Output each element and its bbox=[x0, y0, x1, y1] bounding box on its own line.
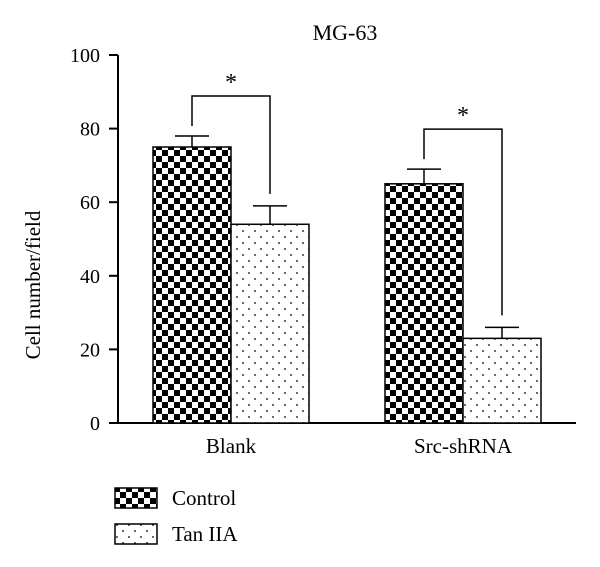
y-tick-label: 100 bbox=[70, 45, 100, 67]
significance-bracket bbox=[191, 95, 271, 194]
error-bars bbox=[175, 135, 519, 339]
significance-star: * bbox=[457, 103, 469, 129]
y-tick-label: 40 bbox=[80, 266, 100, 288]
significance-bracket bbox=[423, 128, 503, 316]
y-tick-label: 20 bbox=[80, 339, 100, 361]
bar-control-blank bbox=[152, 146, 232, 424]
category-labels: Blank Src-shRNA bbox=[206, 434, 513, 458]
legend-label-tan-iia: Tan IIA bbox=[172, 522, 238, 546]
y-axis-label: Cell number/field bbox=[21, 210, 45, 359]
bars bbox=[152, 146, 542, 424]
legend-label-control: Control bbox=[172, 486, 236, 510]
y-tick-label: 60 bbox=[80, 192, 100, 214]
bar-tan-iia-src-shrna bbox=[462, 337, 542, 424]
significance-markers: ** bbox=[191, 70, 503, 316]
significance-star: * bbox=[225, 70, 237, 96]
bar-tan-iia-blank bbox=[230, 223, 310, 424]
x-category-label: Src-shRNA bbox=[414, 434, 513, 458]
legend-swatch-tan-iia bbox=[114, 523, 158, 545]
y-tick-label: 0 bbox=[90, 413, 100, 435]
legend: Control Tan IIA bbox=[114, 486, 238, 546]
bar-control-src-shrna bbox=[384, 183, 464, 424]
y-ticks: 0 20 40 60 80 100 bbox=[70, 45, 118, 435]
x-category-label: Blank bbox=[206, 434, 257, 458]
legend-swatch-control bbox=[114, 487, 158, 509]
chart-title: MG-63 bbox=[313, 20, 378, 45]
y-tick-label: 80 bbox=[80, 119, 100, 141]
